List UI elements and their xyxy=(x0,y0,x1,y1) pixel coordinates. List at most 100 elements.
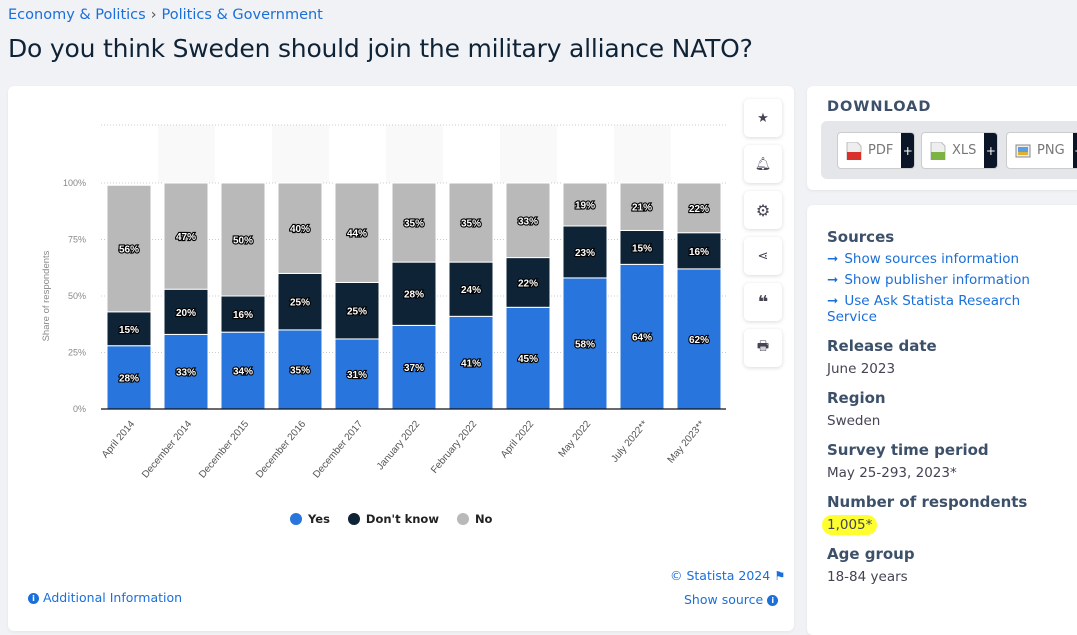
breadcrumb-politics[interactable]: Politics & Government xyxy=(161,7,323,23)
x-tick-label: May 2022 xyxy=(557,419,594,460)
show-publisher-link[interactable]: ➞ Show publisher information xyxy=(827,272,1030,288)
data-label: 25% xyxy=(290,298,310,309)
additional-information-link[interactable]: i Additional Information xyxy=(28,590,182,605)
data-label: 22% xyxy=(518,278,538,289)
bar-segment xyxy=(106,184,152,313)
bar-segment xyxy=(676,268,722,410)
legend-dont-know[interactable]: Don't know xyxy=(347,512,439,526)
release-label: Release date xyxy=(827,337,937,355)
bar-segment xyxy=(676,182,722,234)
data-label: 58% xyxy=(575,339,595,350)
download-card: DOWNLOAD PDF+ XLS+ PNG+ xyxy=(807,86,1077,190)
bar-segment xyxy=(448,261,494,317)
column-shade xyxy=(386,125,443,183)
bar-segment xyxy=(163,333,209,410)
data-label: 21% xyxy=(632,203,652,214)
data-label: 28% xyxy=(119,373,139,384)
share-icon: ⋖ xyxy=(757,248,769,264)
bar-segment xyxy=(391,261,437,326)
flag-icon: ⚑ xyxy=(774,568,786,583)
bar-segment xyxy=(391,324,437,410)
column-shade xyxy=(500,125,557,183)
bar-segment xyxy=(562,182,608,227)
pdf-file-icon xyxy=(846,141,862,160)
bar-segment xyxy=(163,182,209,290)
image-file-icon xyxy=(1015,144,1031,157)
respondents-label: Number of respondents xyxy=(827,493,1028,511)
data-label: 33% xyxy=(176,368,196,379)
data-label: 44% xyxy=(347,229,367,240)
data-label: 35% xyxy=(404,219,424,230)
data-label: 35% xyxy=(290,365,310,376)
notification-button[interactable]: 🔔︎ xyxy=(744,145,782,183)
arrow-right-icon: ➞ xyxy=(827,293,839,309)
bar-segment xyxy=(220,295,266,333)
sources-heading: Sources xyxy=(827,228,895,246)
column-shade xyxy=(158,125,215,183)
bar-segment xyxy=(220,182,266,297)
data-label: 34% xyxy=(233,367,253,378)
data-label: 22% xyxy=(689,204,709,215)
info-icon: i xyxy=(28,593,39,604)
data-label: 40% xyxy=(290,224,310,235)
y-tick-label: 75% xyxy=(68,235,86,245)
download-xls-button[interactable]: XLS + xyxy=(921,132,999,169)
favorite-button[interactable]: ★ xyxy=(744,99,782,137)
bar-segment xyxy=(334,281,380,340)
arrow-right-icon: ➞ xyxy=(827,272,839,288)
data-label: 41% xyxy=(461,359,481,370)
data-label: 23% xyxy=(575,248,595,259)
data-label: 31% xyxy=(347,370,367,381)
show-source-link[interactable]: Show source i xyxy=(684,592,779,607)
ask-statista-link[interactable]: ➞ Use Ask Statista Research Service xyxy=(827,293,1021,325)
statista-credit[interactable]: © Statista 2024 ⚑ xyxy=(670,568,786,583)
age-label: Age group xyxy=(827,545,915,563)
bar-segment xyxy=(277,272,323,331)
bar-segment xyxy=(277,329,323,410)
release-value: June 2023 xyxy=(827,361,896,377)
quote-icon: ❝ xyxy=(757,291,769,313)
share-button[interactable]: ⋖ xyxy=(744,237,782,275)
y-tick-label: 0% xyxy=(73,404,86,414)
bar-segment xyxy=(163,288,209,335)
data-label: 15% xyxy=(632,243,652,254)
gear-icon: ⚙ xyxy=(755,200,771,220)
arrow-right-icon: ➞ xyxy=(827,251,839,267)
info-icon: i xyxy=(767,595,779,606)
breadcrumb-separator: › xyxy=(150,7,157,23)
data-label: 64% xyxy=(632,333,652,344)
settings-button[interactable]: ⚙ xyxy=(744,191,782,229)
bar-segment xyxy=(619,182,665,231)
data-label: 50% xyxy=(233,236,253,247)
details-card: Sources ➞ Show sources information ➞ Show … xyxy=(807,205,1077,635)
download-title: DOWNLOAD xyxy=(827,99,932,115)
data-label: 15% xyxy=(119,325,139,336)
download-pdf-button[interactable]: PDF + xyxy=(837,132,916,169)
data-label: 37% xyxy=(404,363,424,374)
x-tick-label: December 2014 xyxy=(140,419,194,481)
bar-segment xyxy=(505,257,551,308)
breadcrumb-economy[interactable]: Economy & Politics xyxy=(8,7,146,23)
print-button[interactable]: 🖶 xyxy=(744,329,782,367)
x-tick-label: July 2022** xyxy=(609,419,650,465)
bar-segment xyxy=(448,182,494,263)
legend-yes[interactable]: Yes xyxy=(290,512,330,526)
chart-legend: Yes Don't know No xyxy=(290,512,492,526)
bar-segment xyxy=(334,338,380,410)
region-value: Sweden xyxy=(827,413,881,429)
data-label: 24% xyxy=(461,285,481,296)
cite-button[interactable]: ❝ xyxy=(744,283,782,321)
data-label: 16% xyxy=(233,310,253,321)
download-png-button[interactable]: PNG+ xyxy=(1006,132,1077,169)
data-label: 45% xyxy=(518,354,538,365)
legend-no[interactable]: No xyxy=(456,512,492,526)
star-icon: ★ xyxy=(757,110,769,126)
y-tick-label: 100% xyxy=(63,178,86,188)
print-icon: 🖶 xyxy=(756,339,770,354)
bar-segment xyxy=(106,311,152,347)
show-sources-link[interactable]: ➞ Show sources information xyxy=(827,251,1020,267)
breadcrumb: Economy & Politics › Politics & Government xyxy=(8,7,323,23)
data-label: 20% xyxy=(176,308,196,319)
xls-file-icon xyxy=(930,141,946,160)
x-tick-label: January 2022 xyxy=(375,419,423,473)
